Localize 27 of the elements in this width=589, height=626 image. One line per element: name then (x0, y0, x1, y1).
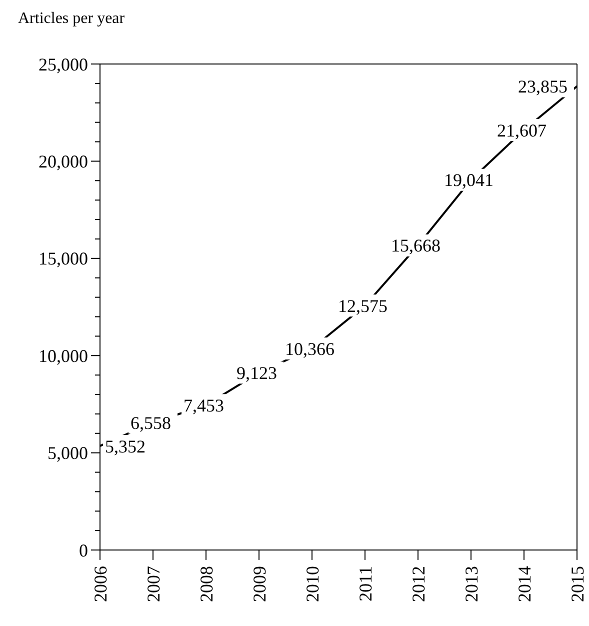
x-tick-label: 2011 (355, 566, 376, 602)
x-tick-label: 2007 (143, 566, 164, 602)
data-label: 6,558 (130, 412, 171, 433)
y-tick-label: 15,000 (38, 248, 88, 269)
x-tick-label: 2006 (90, 566, 110, 602)
y-axis-title: Articles per year (18, 10, 125, 28)
data-label: 19,041 (444, 170, 494, 190)
data-label: 9,123 (236, 362, 277, 383)
data-label: 15,668 (391, 236, 440, 256)
y-tick-label: 20,000 (38, 152, 88, 172)
y-tick-label: 0 (79, 540, 88, 560)
x-tick-label: 2012 (408, 566, 428, 602)
x-tick-label: 2010 (302, 566, 322, 602)
data-label: 12,575 (338, 296, 388, 316)
x-tick-label: 2015 (567, 566, 588, 602)
text: 5,000 (48, 443, 88, 464)
x-tick-label: 2008 (196, 566, 216, 602)
data-label: 7,453 (184, 395, 224, 416)
x-tick-label: 2013 (461, 566, 482, 602)
y-tick-label: 10,000 (38, 346, 88, 366)
x-tick-label: 2014 (514, 566, 534, 602)
data-label: 21,607 (497, 120, 546, 140)
x-tick-label: 2009 (249, 566, 270, 602)
data-label: 10,366 (285, 338, 334, 359)
y-tick-label: 25,000 (38, 54, 88, 74)
data-label: 23,855 (518, 76, 568, 97)
data-label: 5,352 (105, 436, 146, 456)
